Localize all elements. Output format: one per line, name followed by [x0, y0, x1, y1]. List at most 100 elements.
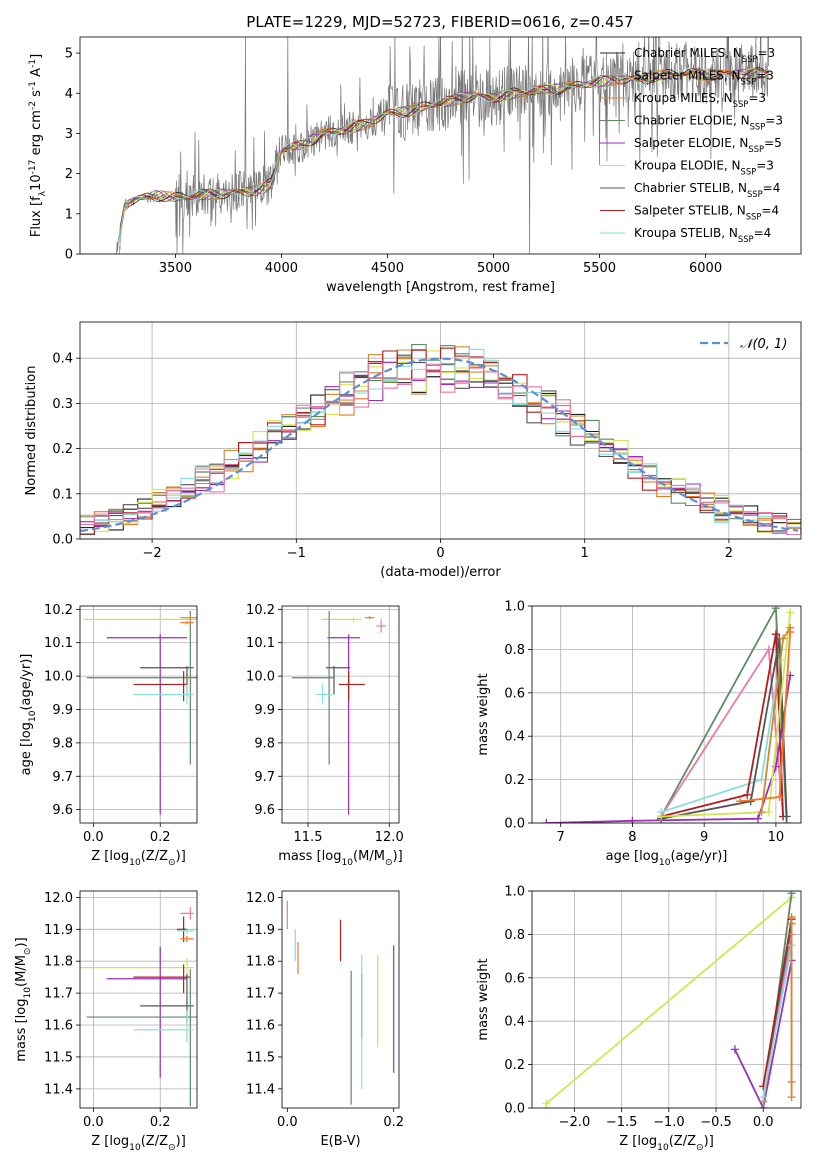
mass-vs-z-ytick-label: 11.4: [44, 1082, 73, 1097]
weight-series-line: [762, 919, 793, 1087]
age-vs-z-plot-area: [83, 611, 197, 815]
mass-vs-z-ytick-label: 11.7: [44, 987, 73, 1002]
histogram-step-line: [80, 362, 801, 536]
spectrum-ytick-label: 5: [65, 47, 73, 62]
age-vs-z-ytick-label: 9.7: [52, 770, 73, 785]
mass-vs-ebv-ytick-label: 11.9: [246, 923, 275, 938]
residuals-ytick-label: 0.0: [52, 533, 73, 548]
legend-entry: Salpeter STELIB, NSSP=4: [634, 204, 779, 222]
age-vs-mass-xtick-label: 12.0: [375, 830, 404, 845]
age-vs-z-ytick-label: 9.6: [52, 803, 73, 818]
weight-point-marker: [764, 808, 773, 817]
spectrum-ylabel: Flux [fλ10-17 erg cm-2 s-1 A-1]: [28, 54, 48, 237]
weight-point-marker: [628, 816, 637, 823]
legend-entry: Chabrier MILES, NSSP=3: [634, 46, 775, 64]
model-spectrum-line: [116, 68, 770, 254]
age-vs-mass-ytick-label: 9.9: [254, 703, 275, 718]
residuals-ylabel: Normed distribution: [24, 366, 39, 496]
age-vs-mass-xtick-label: 11.5: [294, 830, 323, 845]
spectrum-axes: 3500 4000 4500 5000 5500 6000 0 1 2 3 4 5 wavelength…: [28, 36, 802, 295]
weight-vs-z-ytick-label: 0.6: [504, 971, 525, 986]
mass-vs-ebv-ytick-label: 11.5: [246, 1050, 275, 1065]
residuals-ytick-label: 0.1: [52, 487, 73, 502]
weight-point-marker: [779, 634, 788, 643]
model-spectrum-line: [116, 68, 770, 254]
mass-vs-ebv-plot-area: [286, 900, 395, 1105]
weight-point-marker: [782, 812, 791, 821]
age-vs-mass-axes: 11.5 12.0 9.6 9.7 9.8 9.9 10.0 10.1 10.2 mass [lo…: [246, 603, 404, 868]
weight-vs-age-ytick-label: 0.0: [504, 817, 525, 832]
weight-point-marker: [753, 814, 762, 823]
mass-vs-ebv-ytick-label: 11.4: [246, 1082, 275, 1097]
age-vs-mass-xlabel: mass [log10(M/M⊙)]: [278, 849, 402, 868]
residuals-xtick-label: −2: [143, 546, 162, 561]
residuals-ytick-label: 0.4: [52, 352, 73, 367]
mass-vs-z-ylabel: mass [log10(M/M⊙)]: [14, 937, 33, 1061]
mass-vs-z-xlabel: Z [log10(Z/Z⊙)]: [91, 1134, 186, 1153]
model-spectrum-line: [116, 67, 770, 254]
mass-vs-z-ytick-label: 11.5: [44, 1050, 73, 1065]
observed-spectrum-line: [80, 37, 770, 254]
age-vs-z-xtick-label: 0.0: [83, 830, 104, 845]
weight-vs-age-xlabel: age [log10(age/yr)]: [606, 849, 728, 868]
spectrum-ytick-label: 3: [65, 127, 73, 142]
legend-entry: Salpeter MILES, NSSP=3: [634, 69, 774, 87]
weight-vs-z-ytick-label: 1.0: [504, 885, 525, 900]
weight-vs-z-xtick-label: −1.0: [653, 1115, 685, 1130]
mass-vs-ebv-ytick-label: 11.7: [246, 987, 275, 1002]
weight-series-line: [734, 960, 793, 1108]
weight-vs-age-plot-area: [542, 606, 795, 823]
weight-vs-age-ylabel: mass weight: [476, 673, 491, 755]
mass-vs-ebv-xtick-label: 0.0: [277, 1115, 298, 1130]
weight-vs-age-ytick-label: 0.8: [504, 643, 525, 658]
spectrum-xtick-label: 6000: [689, 261, 722, 276]
weight-series-line: [762, 945, 793, 1098]
residuals-xlabel: (data-model)/error: [380, 565, 501, 580]
legend-entry: Kroupa STELIB, NSSP=4: [634, 226, 771, 244]
weight-vs-z-xlabel: Z [log10(Z/Z⊙)]: [619, 1134, 714, 1153]
weight-vs-z-xtick-label: −0.5: [700, 1115, 732, 1130]
mass-vs-ebv-xlabel: E(B-V): [320, 1134, 360, 1149]
spectrum-ytick-label: 0: [65, 248, 73, 263]
weight-point-marker: [730, 1045, 739, 1054]
weight-vs-z-ytick-label: 0.0: [504, 1102, 525, 1117]
weight-vs-z-xtick-label: 0.0: [753, 1115, 774, 1130]
weight-vs-z-ytick-label: 0.2: [504, 1058, 525, 1073]
weight-point-marker: [786, 608, 795, 617]
age-vs-z-ytick-label: 10.0: [44, 670, 73, 685]
age-vs-z-ytick-label: 10.1: [44, 636, 73, 651]
weight-point-marker: [736, 797, 745, 806]
residuals-plot-area: [80, 344, 801, 536]
weight-vs-z-frame: [531, 890, 802, 1109]
spectrum-ytick-label: 4: [65, 87, 73, 102]
age-vs-z-xtick-label: 0.2: [150, 830, 171, 845]
residuals-ytick-label: 0.3: [52, 397, 73, 412]
weight-vs-age-ytick-label: 0.6: [504, 686, 525, 701]
mass-vs-ebv-frame: [281, 890, 400, 1109]
mass-vs-ebv-ytick-label: 12.0: [246, 891, 275, 906]
weight-point-marker: [657, 812, 666, 821]
residuals-xtick-label: −1: [287, 546, 306, 561]
spectrum-ytick-label: 2: [65, 167, 73, 182]
legend-entry: Kroupa MILES, NSSP=3: [634, 91, 766, 109]
age-vs-z-ytick-label: 9.8: [52, 736, 73, 751]
age-vs-mass-ytick-label: 10.1: [246, 636, 275, 651]
weight-vs-age-axes: 7 8 9 10 0.0 0.2 0.4 0.6 0.8 1.0 age [log10(age/yr…: [476, 600, 802, 868]
spectrum-plot-area: [80, 37, 770, 254]
residuals-xtick-label: 0: [436, 546, 444, 561]
weight-point-marker: [757, 775, 766, 784]
age-vs-mass-plot-area: [291, 611, 386, 815]
weight-vs-z-axes: −2.0 −1.5 −1.0 −0.5 0.0 0.0 0.2 0.4 0.6 0.8 1.0 Z […: [476, 885, 802, 1153]
weight-vs-age-xtick-label: 9: [700, 830, 708, 845]
mass-vs-z-ytick-label: 11.8: [44, 955, 73, 970]
residuals-xtick-label: 1: [581, 546, 589, 561]
age-vs-mass-frame: [281, 605, 400, 824]
model-spectrum-line: [116, 67, 770, 254]
weight-point-marker: [775, 792, 784, 801]
weight-point-marker: [771, 606, 780, 613]
age-vs-mass-ytick-label: 9.7: [254, 770, 275, 785]
residuals-axes: −2 −1 0 1 2 0.0 0.1 0.2 0.3 0.4 (data-model)/error…: [24, 321, 802, 580]
weight-point-marker: [743, 790, 752, 799]
age-vs-mass-ytick-label: 9.8: [254, 736, 275, 751]
